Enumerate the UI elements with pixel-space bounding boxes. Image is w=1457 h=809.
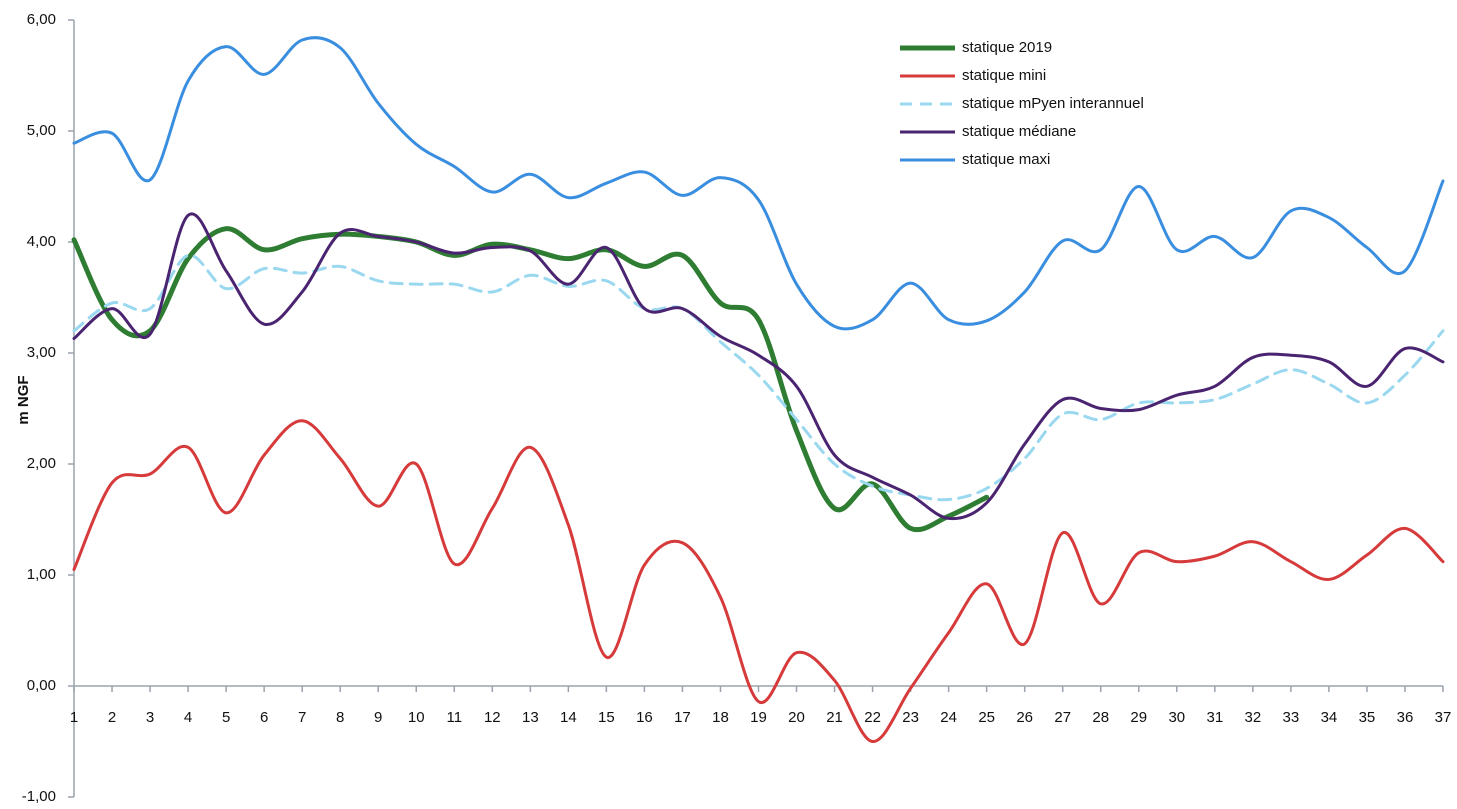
x-tick-label: 14 — [560, 709, 577, 726]
x-tick-label: 4 — [184, 709, 192, 726]
legend-label: statique maxi — [962, 151, 1050, 168]
x-tick-label: 28 — [1092, 709, 1109, 726]
legend-label: statique médiane — [962, 123, 1076, 140]
series-line — [71, 226, 990, 533]
x-tick-label: 37 — [1435, 709, 1452, 726]
x-tick-label: 18 — [712, 709, 729, 726]
x-tick-label: 27 — [1054, 709, 1071, 726]
series-line — [72, 212, 1445, 521]
y-tick-label: 4,00 — [27, 233, 56, 250]
y-tick-label: 1,00 — [27, 566, 56, 583]
legend-label: statique mini — [962, 67, 1046, 84]
x-tick-label: 7 — [298, 709, 306, 726]
x-tick-label: 26 — [1016, 709, 1033, 726]
x-tick-label: 25 — [978, 709, 995, 726]
y-tick-label: -1,00 — [22, 788, 56, 805]
x-tick-label: 6 — [260, 709, 268, 726]
x-tick-label: 33 — [1283, 709, 1300, 726]
x-tick-label: 19 — [750, 709, 767, 726]
x-tick-label: 9 — [374, 709, 382, 726]
x-tick-label: 32 — [1245, 709, 1262, 726]
series-line — [72, 419, 1445, 743]
x-tick-label: 24 — [940, 709, 957, 726]
x-tick-label: 34 — [1321, 709, 1338, 726]
x-tick-label: 8 — [336, 709, 344, 726]
y-tick-label: 6,00 — [27, 11, 56, 28]
x-tick-label: 35 — [1359, 709, 1376, 726]
x-tick-label: 13 — [522, 709, 539, 726]
x-tick-label: 10 — [408, 709, 425, 726]
y-axis-label: m NGF — [15, 375, 32, 424]
x-tick-label: 36 — [1397, 709, 1414, 726]
x-tick-label: 31 — [1206, 709, 1223, 726]
x-tick-label: 12 — [484, 709, 501, 726]
legend-label: statique mPyen interannuel — [962, 95, 1144, 112]
y-tick-label: 3,00 — [27, 344, 56, 361]
x-tick-label: 5 — [222, 709, 230, 726]
x-tick-label: 17 — [674, 709, 691, 726]
x-tick-label: 22 — [864, 709, 881, 726]
x-tick-label: 23 — [902, 709, 919, 726]
y-tick-label: 0,00 — [27, 677, 56, 694]
y-tick-label: 2,00 — [27, 455, 56, 472]
x-tick-label: 16 — [636, 709, 653, 726]
x-tick-label: 29 — [1130, 709, 1147, 726]
series-line — [72, 253, 1445, 502]
legend-label: statique 2019 — [962, 39, 1052, 56]
x-tick-label: 3 — [146, 709, 154, 726]
x-tick-label: 30 — [1168, 709, 1185, 726]
x-tick-label: 20 — [788, 709, 805, 726]
x-tick-label: 2 — [108, 709, 116, 726]
x-tick-label: 11 — [446, 709, 462, 726]
series-line — [72, 36, 1445, 331]
y-tick-label: 5,00 — [27, 122, 56, 139]
x-tick-label: 1 — [70, 709, 78, 726]
x-tick-label: 15 — [598, 709, 615, 726]
x-tick-label: 21 — [826, 709, 843, 726]
